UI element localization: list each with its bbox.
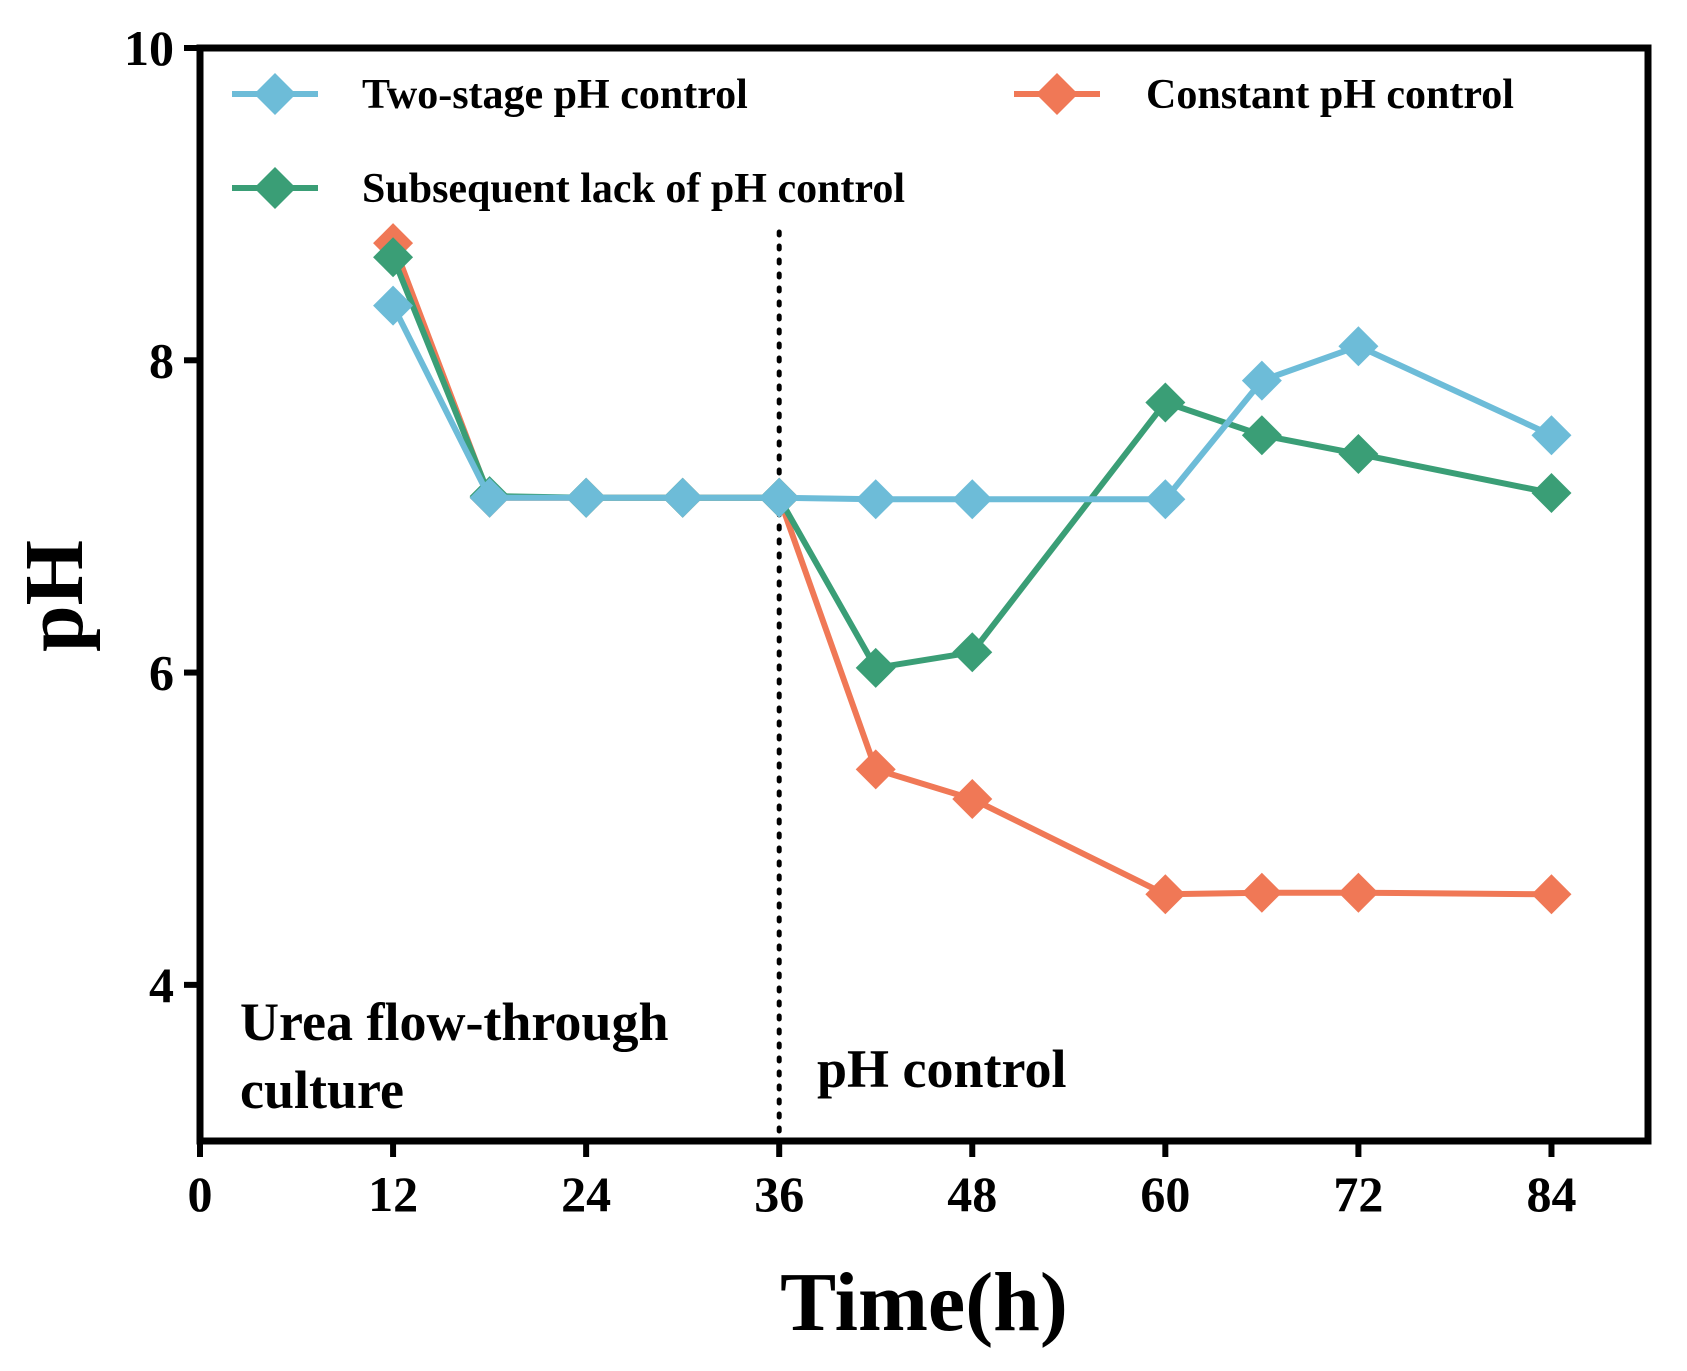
annotation-ph-control-phase: pH control [817,1039,1067,1099]
legend-item-constant: Constant pH control [1014,72,1514,118]
data-point-two-stage-ph-control [566,477,607,518]
y-tick-marks [184,45,200,988]
data-point-constant-ph-control [1338,872,1379,913]
series-two-stage-ph-control [373,285,1572,520]
legend-label-subsequent: Subsequent lack of pH control [362,166,905,212]
y-tick-label: 6 [149,645,174,701]
legend-label-constant: Constant pH control [1146,72,1514,118]
data-point-two-stage-ph-control [1531,415,1572,456]
data-point-constant-ph-control [1531,874,1572,915]
x-tick-label: 36 [754,1166,804,1222]
data-point-two-stage-ph-control [1338,326,1379,367]
x-tick-label: 84 [1526,1166,1576,1222]
data-point-subsequent-lack-of-ph-control [1241,415,1282,456]
annotation-urea-phase-line2: culture [240,1060,404,1120]
y-axis-tick-labels: 4 6 8 10 [124,20,174,1013]
x-tick-label: 24 [561,1166,611,1222]
legend-swatch-marker [254,167,296,209]
data-point-subsequent-lack-of-ph-control [1145,382,1186,423]
data-point-subsequent-lack-of-ph-control [373,237,414,278]
x-tick-label: 12 [368,1166,418,1222]
y-axis-title: pH [8,540,101,652]
data-point-two-stage-ph-control [1241,360,1282,401]
legend-swatch-marker [254,73,296,115]
x-tick-label: 48 [947,1166,997,1222]
y-tick-label: 8 [149,332,174,388]
legend-item-two-stage: Two-stage pH control [232,72,748,118]
legend-swatch-marker [1036,73,1078,115]
x-tick-label: 60 [1140,1166,1190,1222]
series-subsequent-lack-of-ph-control [373,237,1572,688]
series-line-subsequent-lack-of-ph-control [390,256,1553,671]
legend-label-two-stage: Two-stage pH control [362,72,748,118]
data-point-subsequent-lack-of-ph-control [1531,473,1572,514]
series-line-two-stage-ph-control [390,304,1553,503]
data-point-two-stage-ph-control [855,479,896,520]
data-point-constant-ph-control [952,779,993,820]
x-tick-marks [197,1141,1555,1157]
data-point-two-stage-ph-control [1145,479,1186,520]
legend: Two-stage pH control Constant pH control… [232,72,1514,212]
data-point-two-stage-ph-control [759,477,800,518]
x-axis-tick-labels: 0 12 24 36 48 60 72 84 [188,1166,1577,1222]
data-point-two-stage-ph-control [952,479,993,520]
y-tick-label: 10 [124,20,174,76]
data-point-subsequent-lack-of-ph-control [952,632,993,673]
x-tick-label: 72 [1333,1166,1383,1222]
y-tick-label: 4 [149,957,174,1013]
data-point-two-stage-ph-control [662,477,703,518]
x-tick-label: 0 [188,1166,213,1222]
data-point-subsequent-lack-of-ph-control [1338,433,1379,474]
data-point-two-stage-ph-control [373,285,414,326]
data-point-subsequent-lack-of-ph-control [855,647,896,688]
data-point-constant-ph-control [855,749,896,790]
legend-item-subsequent: Subsequent lack of pH control [232,166,905,212]
data-point-two-stage-ph-control [469,477,510,518]
data-point-constant-ph-control [1145,874,1186,915]
data-point-constant-ph-control [1241,872,1282,913]
annotation-urea-phase-line1: Urea flow-through [240,992,669,1052]
plot-frame [196,44,1652,1145]
series-layer [373,223,1572,915]
series-constant-ph-control [373,223,1572,915]
x-axis-title: Time(h) [780,1256,1068,1349]
